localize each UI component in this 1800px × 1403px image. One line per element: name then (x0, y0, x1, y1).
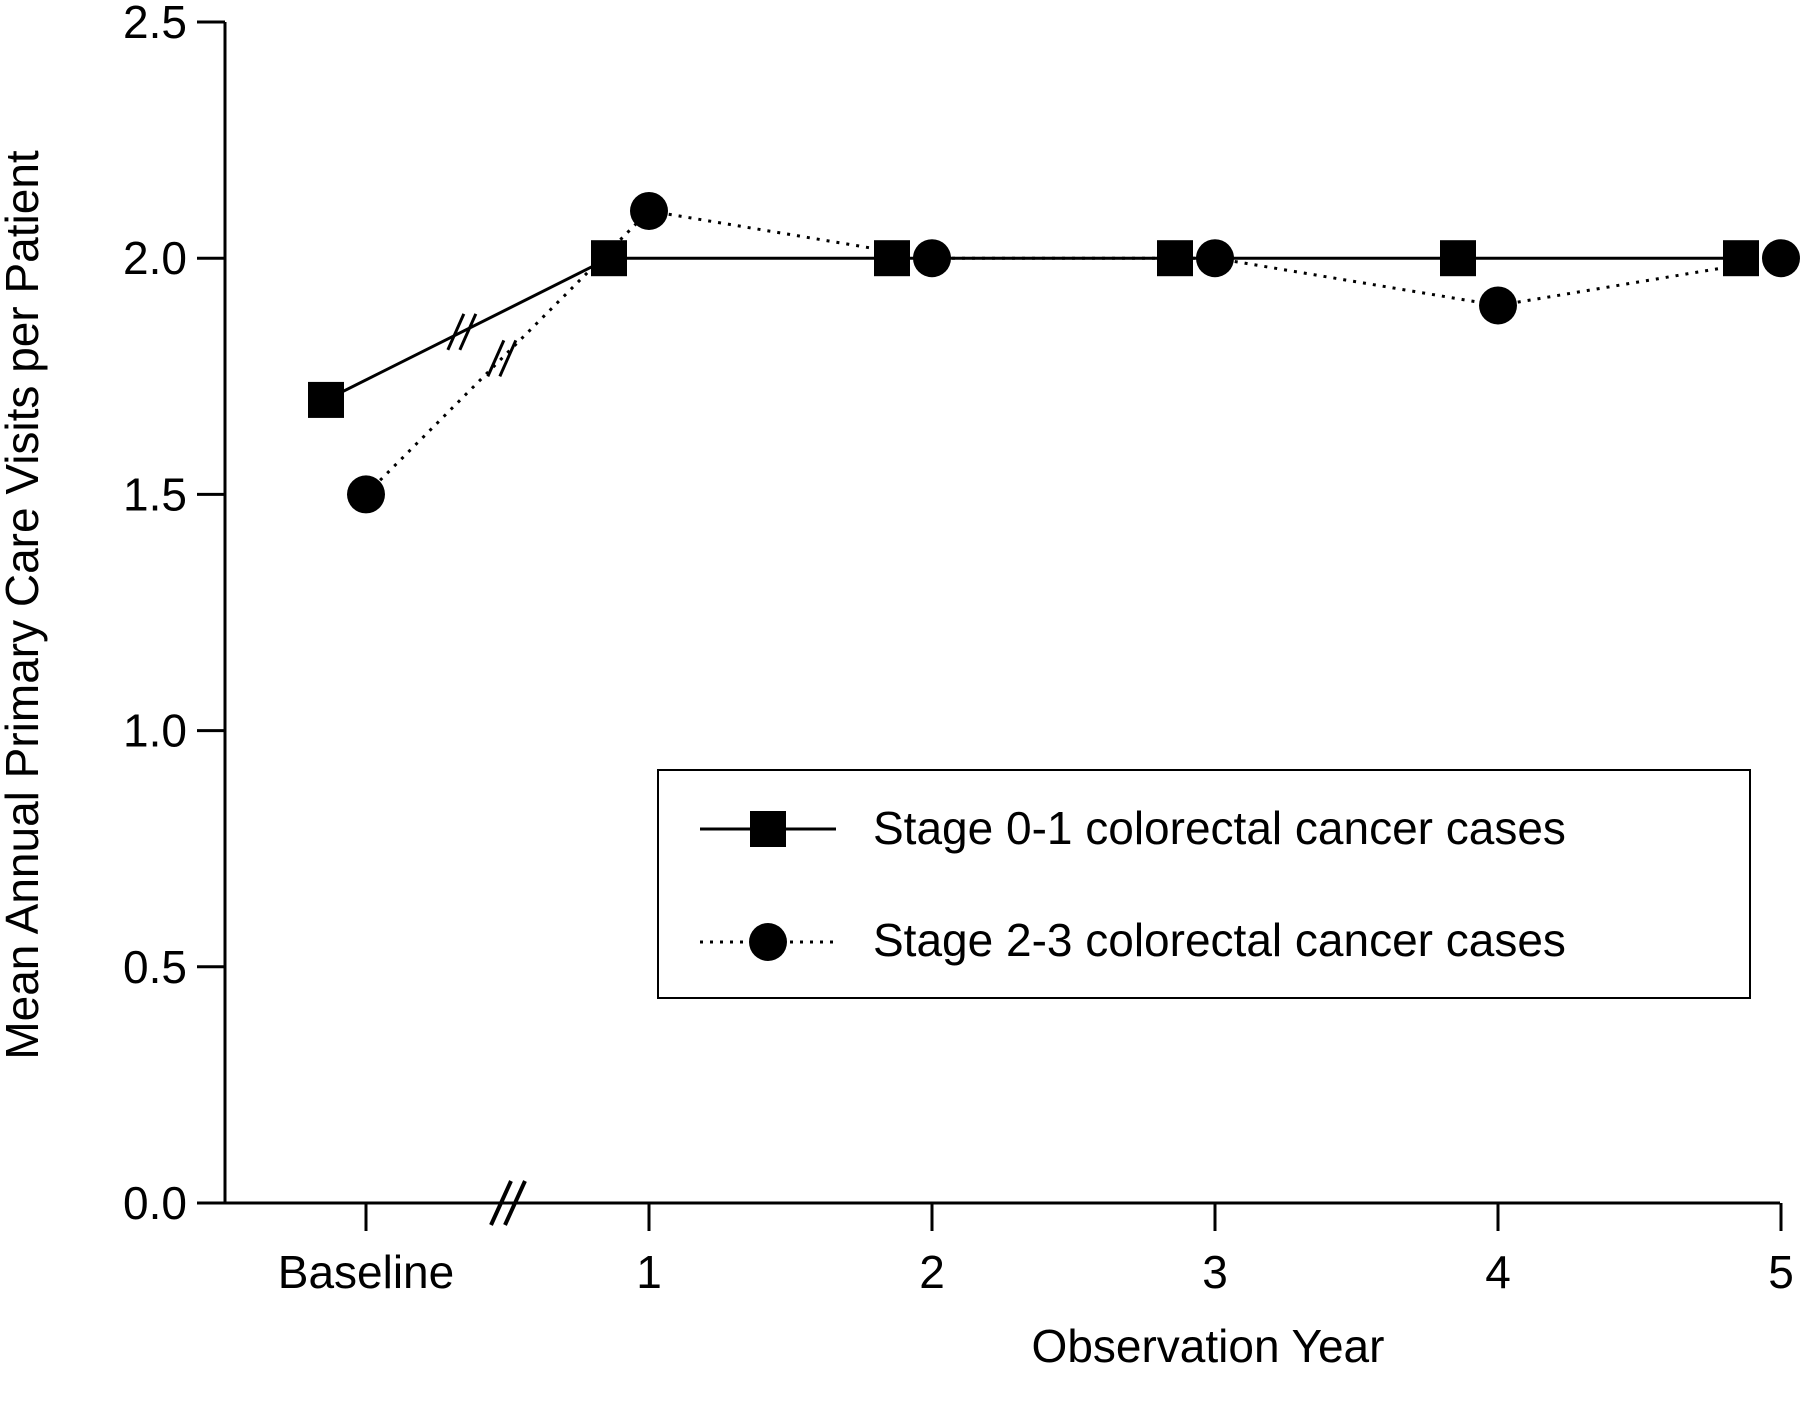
y-tick-label: 2.5 (123, 0, 187, 48)
y-tick-label: 1.5 (123, 468, 187, 520)
series-2-point-circle (1762, 239, 1800, 278)
x-tick-label: 5 (1768, 1246, 1794, 1298)
series-2-break-mark (498, 339, 518, 377)
legend-square-marker (750, 811, 786, 847)
x-axis-title: Observation Year (1032, 1320, 1385, 1372)
series-2-point-circle (347, 475, 385, 514)
x-tick-label: Baseline (278, 1246, 454, 1298)
series-1-point-square (591, 240, 627, 277)
series-2-point-circle (1479, 286, 1517, 325)
y-tick-label: 0.0 (123, 1177, 187, 1229)
x-axis-break-mark (503, 1180, 527, 1226)
series-layer (308, 191, 1800, 514)
y-tick-label: 1.0 (123, 705, 187, 757)
series-1-break-mark (446, 313, 466, 351)
series-2-point-circle (1196, 239, 1234, 278)
series-2-break-mark (486, 339, 506, 377)
y-axis-title: Mean Annual Primary Care Visits per Pati… (0, 150, 48, 1060)
y-tick-label: 0.5 (123, 941, 187, 993)
x-tick-label: 4 (1485, 1246, 1511, 1298)
series-2-segment (364, 209, 651, 496)
legend-label-stage-2-3: Stage 2-3 colorectal cancer cases (873, 914, 1566, 966)
series-2-point-circle (630, 191, 668, 230)
series-1-break-mark (458, 313, 478, 351)
series-1-point-square (308, 381, 344, 418)
axes: 0.0 0.5 1.0 1.5 2.0 2.5 Baseline 1 2 3 4 5 (123, 0, 1794, 1298)
y-tick-label: 2.0 (123, 232, 187, 284)
series-1-point-square (1440, 240, 1476, 277)
x-tick-label: 3 (1202, 1246, 1228, 1298)
series-1-point-square (1723, 240, 1759, 277)
x-tick-label: 1 (636, 1246, 662, 1298)
legend-box (657, 769, 1751, 999)
x-axis-break-mark (489, 1180, 513, 1226)
x-tick-label: 2 (919, 1246, 945, 1298)
legend-circle-marker (749, 923, 787, 961)
series-2-point-circle (913, 239, 951, 278)
legend-label-stage-0-1: Stage 0-1 colorectal cancer cases (873, 802, 1566, 854)
legend: Stage 0-1 colorectal cancer cases Stage … (657, 769, 1751, 999)
series-1-point-square (874, 240, 910, 277)
